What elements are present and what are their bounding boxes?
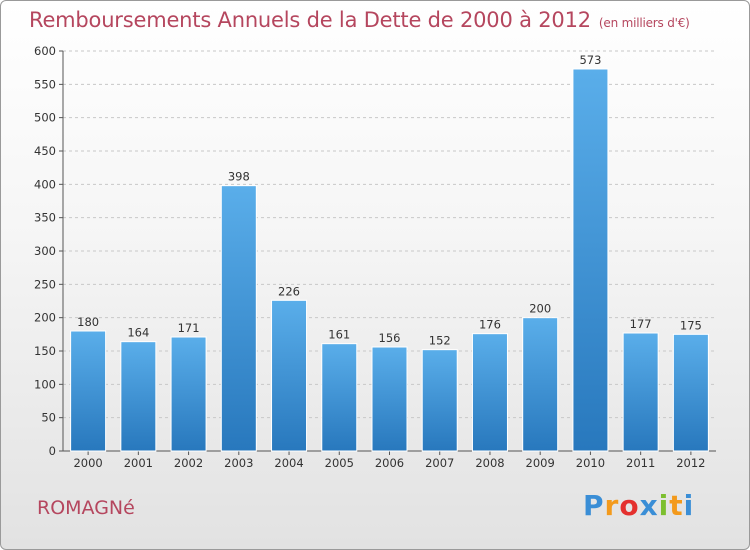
x-tick-label: 2004 <box>274 456 303 470</box>
data-label: 175 <box>680 318 702 332</box>
bar <box>321 343 358 452</box>
brand-logo: Proxiti <box>583 489 694 522</box>
x-tick-label: 2012 <box>676 456 705 470</box>
data-label: 161 <box>328 328 350 342</box>
bar <box>371 346 408 452</box>
bar <box>471 333 508 452</box>
bar <box>220 185 257 452</box>
x-tick-label: 2010 <box>576 456 605 470</box>
y-tick-label: 250 <box>34 277 56 291</box>
chart-title: Remboursements Annuels de la Dette de 20… <box>29 8 690 32</box>
x-tick-label: 2003 <box>224 456 253 470</box>
brand-letter: i <box>658 489 670 522</box>
data-label: 164 <box>127 326 149 340</box>
bar <box>622 332 659 452</box>
y-tick-label: 350 <box>34 211 56 225</box>
data-label: 226 <box>278 284 300 298</box>
y-tick-label: 150 <box>34 344 56 358</box>
y-tick-label: 100 <box>34 377 56 391</box>
x-tick-label: 2006 <box>375 456 404 470</box>
data-label: 200 <box>529 302 551 316</box>
y-tick-label: 500 <box>34 111 56 125</box>
data-label: 177 <box>630 317 652 331</box>
data-label: 156 <box>379 331 401 345</box>
x-tick-label: 2001 <box>124 456 153 470</box>
bar <box>120 341 157 452</box>
x-tick-label: 2008 <box>475 456 504 470</box>
data-label: 176 <box>479 318 501 332</box>
brand-letter: i <box>683 489 695 522</box>
data-label: 180 <box>77 315 99 329</box>
y-tick-label: 0 <box>49 444 56 458</box>
y-tick-label: 50 <box>41 411 56 425</box>
x-tick-label: 2002 <box>174 456 203 470</box>
chart-title-text: Remboursements Annuels de la Dette de 20… <box>29 8 591 32</box>
y-tick-label: 450 <box>34 144 56 158</box>
axes: 0 50 100 150 200 250 300 350 400 450 500 550 600 2000… <box>34 44 716 470</box>
data-labels: 180 164 171 398 226 161 156 152 176 200 573 177 175 <box>77 53 702 348</box>
y-tick-label: 600 <box>34 44 56 58</box>
chart-unit: (en milliers d'€) <box>598 16 690 30</box>
commune-name: ROMAGNé <box>37 497 135 519</box>
bar <box>421 349 458 452</box>
bar <box>572 68 609 452</box>
bar <box>672 333 709 452</box>
brand-letter: t <box>669 489 684 522</box>
brand-letter: o <box>619 489 640 522</box>
y-tick-label: 300 <box>34 244 56 258</box>
bar <box>522 317 559 452</box>
bar <box>70 330 107 452</box>
x-tick-label: 2009 <box>526 456 555 470</box>
bar <box>170 336 207 452</box>
brand-letter: r <box>604 489 620 522</box>
x-tick-label: 2011 <box>626 456 655 470</box>
y-tick-label: 200 <box>34 311 56 325</box>
data-label: 398 <box>228 170 250 184</box>
x-tick-label: 2005 <box>325 456 354 470</box>
x-tick-label: 2000 <box>73 456 102 470</box>
data-label: 573 <box>579 53 601 67</box>
brand-letter: x <box>639 489 659 522</box>
y-tick-label: 400 <box>34 177 56 191</box>
x-tick-label: 2007 <box>425 456 454 470</box>
data-label: 171 <box>178 321 200 335</box>
y-tick-label: 550 <box>34 77 56 91</box>
bars <box>70 68 709 452</box>
data-label: 152 <box>429 334 451 348</box>
brand-letter: P <box>583 489 605 522</box>
bar <box>271 299 308 452</box>
